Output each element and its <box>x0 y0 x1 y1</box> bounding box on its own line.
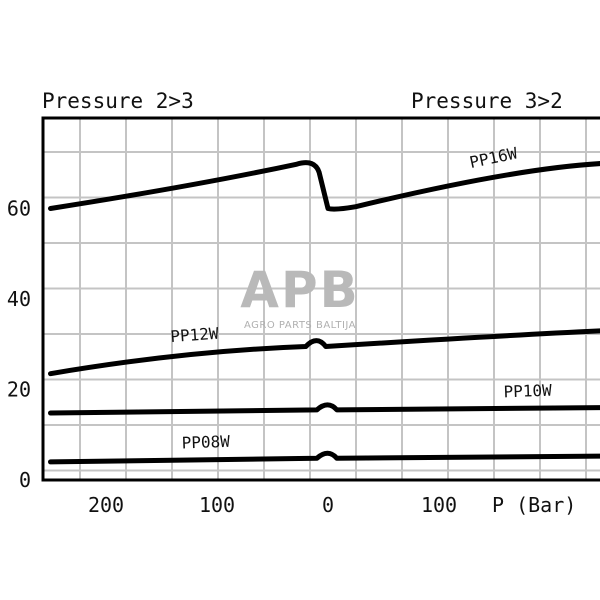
watermark: APB AGRO PARTS BALTIJA <box>240 261 359 331</box>
watermark-logo: APB <box>240 261 359 319</box>
x-tick-label: 0 <box>322 493 334 517</box>
series-label-pp12w: PP12W <box>170 324 220 346</box>
series-lines <box>48 160 600 465</box>
x-tick-label: 200 <box>88 493 124 517</box>
x-axis-label: P (Bar) <box>492 493 576 517</box>
plot-frame <box>41 116 600 482</box>
series-label-pp10w: PP10W <box>503 381 552 402</box>
series-label-pp08w: PP08W <box>181 432 230 453</box>
series-line-pp10w <box>48 402 600 416</box>
y-tick-label: 20 <box>7 378 31 402</box>
y-tick-label: 60 <box>7 197 31 221</box>
x-tick-label: 100 <box>199 493 235 517</box>
title-left: Pressure 2>3 <box>42 89 194 113</box>
series-line-pp08w <box>48 450 600 465</box>
watermark-text: AGRO PARTS BALTIJA <box>244 320 356 331</box>
y-ticks: 0 20 40 60 <box>7 197 31 493</box>
x-tick-label: 100 <box>421 493 457 517</box>
grid <box>43 118 600 480</box>
series-line-pp12w <box>48 328 600 377</box>
y-tick-label: 0 <box>19 468 31 492</box>
x-ticks: 200 100 0 100 <box>88 493 457 517</box>
title-right: Pressure 3>2 <box>411 89 563 113</box>
y-tick-label: 40 <box>7 287 31 311</box>
series-line-pp16w <box>48 160 600 212</box>
